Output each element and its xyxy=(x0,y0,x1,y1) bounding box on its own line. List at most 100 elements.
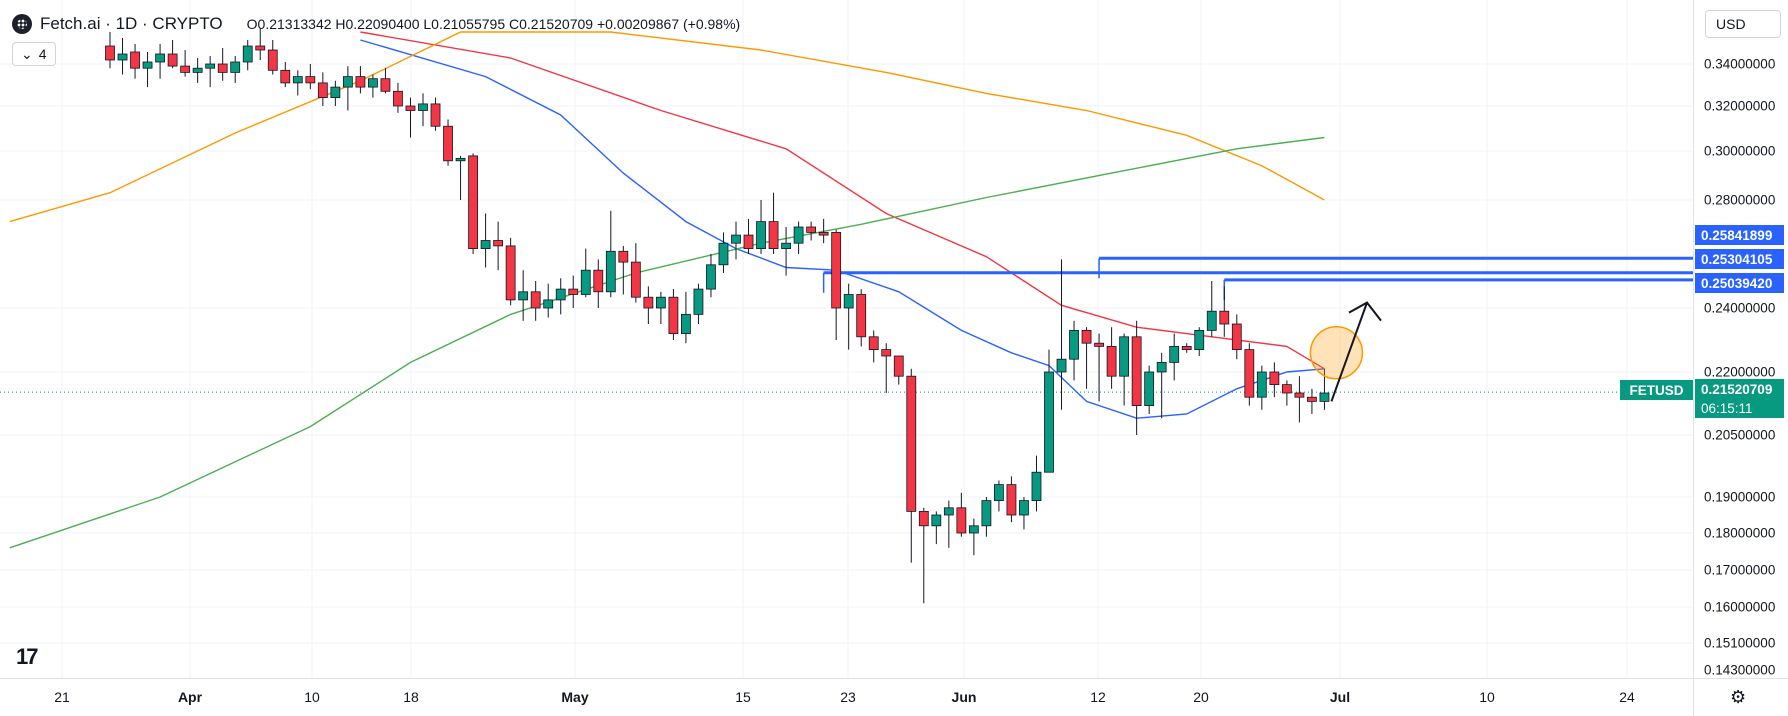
gear-icon[interactable]: ⚙ xyxy=(1730,687,1747,707)
price-tick-label: 0.14300000 xyxy=(1704,662,1776,678)
candle-body xyxy=(968,525,979,534)
candle-body xyxy=(505,245,516,301)
candle-body xyxy=(1181,345,1192,350)
candle-body xyxy=(543,299,554,309)
moving-average-line-3 xyxy=(9,31,1325,223)
moving-average-line-1 xyxy=(360,39,1325,419)
candle-body xyxy=(518,291,529,301)
candle-body xyxy=(1144,371,1155,406)
candle-body xyxy=(681,313,691,334)
candle-body xyxy=(868,336,879,350)
candle-body xyxy=(1269,371,1280,386)
candle-body xyxy=(918,510,929,527)
candle-body xyxy=(167,53,178,67)
candle-body xyxy=(981,500,992,527)
candle-body xyxy=(1019,500,1029,516)
candle-body xyxy=(718,242,729,266)
candle-body xyxy=(342,76,353,88)
fetch-ai-logo-icon xyxy=(12,14,32,34)
candle-body xyxy=(1056,358,1067,373)
candle-body xyxy=(280,69,291,84)
candle-body xyxy=(255,45,266,51)
time-tick-label: 12 xyxy=(1090,689,1106,705)
time-tick-label: 21 xyxy=(54,689,70,705)
candle-body xyxy=(368,78,378,88)
candle-body xyxy=(1006,484,1017,516)
candle-body xyxy=(1119,336,1130,377)
symbol-legend: Fetch.ai · 1D · CRYPTO O0.21313342 H0.22… xyxy=(12,14,740,34)
price-tick-label: 0.24000000 xyxy=(1704,300,1776,316)
price-tick-label: 0.20500000 xyxy=(1704,427,1776,443)
candle-body xyxy=(856,294,867,338)
candle-body xyxy=(267,49,278,71)
candle-body xyxy=(418,103,428,111)
level-badge-2: 0.25304105 xyxy=(1695,249,1784,269)
candle-body xyxy=(1194,329,1205,350)
candle-body xyxy=(493,240,504,247)
candle-body xyxy=(1081,329,1092,344)
indicators-count: 4 xyxy=(38,46,47,62)
candle-body xyxy=(943,507,954,516)
candle-body xyxy=(555,288,566,301)
candle-body xyxy=(180,65,191,73)
price-tick-label: 0.30000000 xyxy=(1704,143,1776,159)
candle-body xyxy=(1094,342,1104,347)
candle-body xyxy=(192,67,203,73)
candle-body xyxy=(1131,336,1142,406)
time-tick-label: 10 xyxy=(1479,689,1495,705)
time-tick-label: 18 xyxy=(403,689,419,705)
price-tick-label: 0.15100000 xyxy=(1704,635,1776,651)
price-tick-label: 0.16000000 xyxy=(1704,599,1776,615)
candle-body xyxy=(1219,310,1230,325)
chart-area[interactable]: Fetch.ai · 1D · CRYPTO O0.21313342 H0.22… xyxy=(0,0,1693,678)
candle-body xyxy=(317,82,328,99)
price-tick-label: 0.22000000 xyxy=(1704,364,1776,380)
time-tick-label: 15 xyxy=(735,689,751,705)
candle-body xyxy=(217,63,228,73)
price-tick-label: 0.18000000 xyxy=(1704,525,1776,541)
candle-body xyxy=(1294,392,1305,398)
candle-body xyxy=(142,61,153,69)
tradingview-logo-icon[interactable]: 17 xyxy=(16,644,39,669)
price-tick-label: 0.17000000 xyxy=(1704,562,1776,578)
countdown-badge: 06:15:11 xyxy=(1695,398,1784,418)
candle-body xyxy=(568,288,579,295)
candle-body xyxy=(1156,361,1167,373)
time-tick-label: May xyxy=(561,689,589,705)
candle-body xyxy=(843,294,854,309)
candle-body xyxy=(455,157,466,162)
candle-body xyxy=(305,76,316,84)
candle-body xyxy=(818,231,829,236)
symbol-badge: FETUSD xyxy=(1620,380,1693,400)
candle-body xyxy=(1206,310,1217,331)
candle-body xyxy=(1307,396,1317,402)
price-scale[interactable]: USD 0.34000000 0.32000000 0.30000000 0.2800… xyxy=(1693,0,1788,678)
candle-body xyxy=(130,51,140,69)
candle-body xyxy=(1231,323,1242,351)
price-tick-label: 0.19000000 xyxy=(1704,489,1776,505)
candle-body xyxy=(1256,371,1267,398)
candle-body xyxy=(706,264,716,290)
time-scale[interactable]: 21 Apr 10 18 May 15 23 Jun 12 20 Jul 10 24 xyxy=(0,678,1693,716)
candle-body xyxy=(768,221,779,250)
time-tick-label: 10 xyxy=(304,689,320,705)
candle-body xyxy=(330,86,341,98)
candle-body xyxy=(806,226,817,233)
currency-button[interactable]: USD xyxy=(1705,10,1781,38)
candle-body xyxy=(530,291,541,309)
candle-body xyxy=(781,242,791,249)
candle-body xyxy=(443,125,453,162)
level-badge-3: 0.25039420 xyxy=(1695,273,1784,293)
candle-body xyxy=(1281,384,1292,394)
candle-body xyxy=(155,53,165,63)
price-tick-label: 0.34000000 xyxy=(1704,56,1776,72)
candle-body xyxy=(355,76,366,88)
indicators-toggle-button[interactable]: ⌄ 4 xyxy=(12,42,56,66)
candlestick-chart[interactable] xyxy=(0,0,1693,678)
candle-body xyxy=(593,269,604,293)
scale-corner: ⚙ xyxy=(1693,678,1788,716)
price-tick-label: 0.32000000 xyxy=(1704,98,1776,114)
candle-body xyxy=(668,296,679,335)
candle-body xyxy=(893,355,904,377)
symbol-title[interactable]: Fetch.ai · 1D · CRYPTO xyxy=(40,14,223,33)
